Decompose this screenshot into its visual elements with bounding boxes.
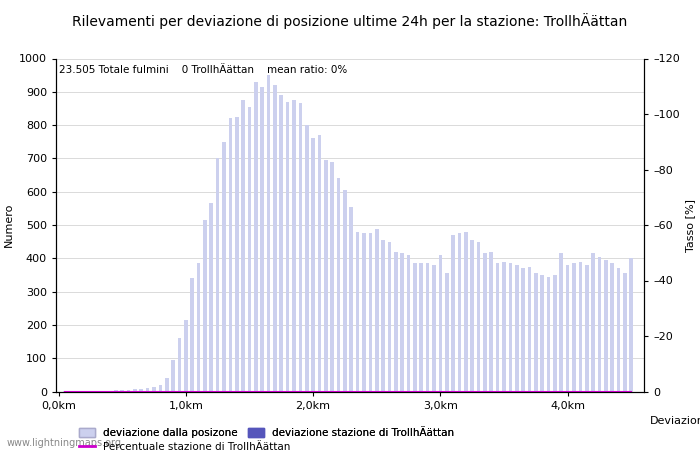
Bar — [159, 385, 162, 392]
Bar — [267, 75, 270, 392]
Bar — [477, 242, 480, 392]
Bar — [343, 190, 346, 392]
Bar — [152, 387, 156, 392]
Bar — [566, 265, 569, 392]
Bar — [318, 135, 321, 392]
Bar — [452, 235, 455, 392]
Bar — [114, 390, 118, 392]
Text: Rilevamenti per deviazione di posizione ultime 24h per la stazione: TrollhÄättan: Rilevamenti per deviazione di posizione … — [72, 14, 628, 29]
Bar — [76, 391, 79, 392]
Bar — [330, 162, 334, 392]
Bar — [604, 260, 608, 392]
Bar — [375, 230, 379, 392]
Bar — [139, 389, 143, 392]
Bar — [432, 265, 436, 392]
Bar — [528, 266, 531, 392]
Bar — [89, 391, 92, 392]
Bar — [629, 258, 633, 392]
Y-axis label: Numero: Numero — [4, 203, 13, 247]
Bar — [572, 263, 576, 392]
Bar — [394, 252, 398, 392]
Bar — [248, 107, 251, 392]
Bar — [496, 263, 499, 392]
Bar — [445, 273, 449, 392]
Bar — [559, 253, 563, 392]
Bar — [108, 391, 111, 392]
Bar — [69, 391, 73, 392]
Bar — [489, 252, 493, 392]
Bar — [279, 95, 283, 392]
Bar — [102, 391, 105, 392]
Bar — [362, 233, 366, 392]
Bar — [592, 253, 595, 392]
Bar — [178, 338, 181, 392]
Bar — [254, 82, 258, 391]
Bar — [273, 85, 276, 392]
Bar — [426, 263, 429, 392]
Bar — [502, 261, 506, 392]
Bar — [617, 268, 620, 392]
Bar — [610, 263, 614, 392]
Bar — [407, 255, 410, 392]
Bar — [133, 389, 136, 392]
Bar — [553, 275, 556, 392]
Y-axis label: Tasso [%]: Tasso [%] — [685, 198, 695, 252]
Bar — [203, 220, 206, 392]
Bar — [337, 178, 340, 392]
Bar — [470, 240, 474, 392]
Bar — [216, 158, 219, 392]
Bar — [400, 253, 404, 392]
Legend: deviazione dalla posizone, deviazione stazione di TrollhÄättan: deviazione dalla posizone, deviazione st… — [75, 424, 458, 442]
Bar — [184, 320, 188, 392]
Bar — [623, 273, 626, 392]
Bar — [419, 263, 423, 392]
Bar — [515, 265, 519, 392]
Bar — [82, 391, 86, 392]
Bar — [165, 378, 169, 392]
Bar — [324, 160, 328, 392]
Bar — [299, 104, 302, 392]
Bar — [127, 390, 130, 392]
Bar — [63, 391, 66, 392]
Bar — [95, 391, 99, 392]
Text: 23.505 Totale fulmini    0 TrollhÄättan    mean ratio: 0%: 23.505 Totale fulmini 0 TrollhÄättan mea… — [59, 65, 347, 75]
Bar — [229, 118, 232, 392]
Bar — [382, 240, 385, 392]
Bar — [146, 388, 149, 392]
Bar — [197, 263, 200, 392]
Bar — [540, 275, 544, 392]
Bar — [439, 255, 442, 392]
Bar — [312, 139, 315, 392]
Bar — [388, 242, 391, 392]
Bar — [522, 268, 525, 392]
Bar — [190, 278, 194, 392]
Bar — [598, 256, 601, 392]
Bar — [286, 102, 289, 392]
Bar — [547, 277, 550, 392]
Bar — [534, 273, 538, 392]
Bar — [458, 233, 461, 392]
Bar — [172, 360, 175, 392]
Bar — [579, 261, 582, 392]
Bar — [369, 233, 372, 392]
Text: www.lightningmaps.org: www.lightningmaps.org — [7, 438, 122, 448]
Bar — [464, 232, 468, 392]
Text: Deviazioni: Deviazioni — [650, 417, 700, 427]
Bar — [349, 207, 353, 392]
Bar — [235, 117, 239, 392]
Bar — [305, 125, 309, 392]
Bar — [209, 203, 213, 392]
Bar — [585, 265, 589, 392]
Bar — [241, 100, 245, 392]
Bar — [483, 253, 486, 392]
Bar — [222, 142, 226, 392]
Bar — [509, 263, 512, 392]
Bar — [120, 390, 124, 392]
Bar — [413, 263, 416, 392]
Bar — [356, 232, 359, 392]
Bar — [260, 87, 264, 392]
Bar — [292, 100, 296, 392]
Legend: Percentuale stazione di TrollhÄättan: Percentuale stazione di TrollhÄättan — [75, 438, 295, 450]
